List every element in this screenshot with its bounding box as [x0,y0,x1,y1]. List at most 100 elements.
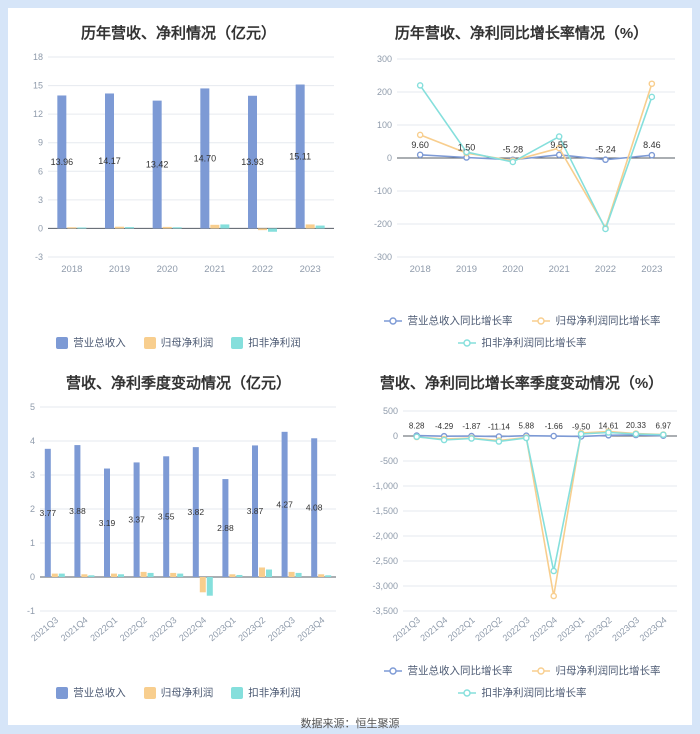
svg-text:5.88: 5.88 [518,422,534,431]
legend-label: 营业总收入 [73,337,126,349]
svg-text:2020: 2020 [156,264,177,275]
svg-text:2023Q1: 2023Q1 [555,615,586,643]
svg-text:20.33: 20.33 [625,421,646,430]
legend-label: 营业总收入同比增长率 [407,665,513,677]
svg-text:2022Q2: 2022Q2 [473,615,504,643]
svg-text:2021Q3: 2021Q3 [29,615,60,643]
quarterly-growth-title: 营收、净利同比增长率季度变动情况（%） [379,375,664,392]
legend-line-marker-icon [531,316,550,325]
bar-series-0 [56,84,305,229]
svg-text:2020: 2020 [502,264,523,275]
svg-text:3.55: 3.55 [157,512,174,522]
bar-series-0 [44,431,317,577]
legend-swatch-icon [56,686,69,699]
svg-text:9.55: 9.55 [550,140,568,150]
svg-text:2023Q2: 2023Q2 [236,615,267,643]
bar-series-1 [66,224,315,231]
legend-label: 扣非净利润同比增长率 [481,337,587,349]
charts-grid: 历年营收、净利情况（亿元） -3 0 3 6 9 12 15 18 2018 2019 2020 20… [10,12,690,712]
svg-text:4.08: 4.08 [305,503,322,513]
legend-item: 归母净利润 [143,685,214,700]
legend-label: 归母净利润 [160,687,214,699]
svg-text:6: 6 [37,166,42,176]
legend-item: 扣非净利润 [231,335,301,350]
svg-text:-3,500: -3,500 [372,606,398,616]
quarterly-growth-legend: 营业总收入同比增长率 归母净利润同比增长率扣非净利润同比增长率 [369,663,674,700]
legend-item: 归母净利润同比增长率 [531,663,661,678]
annual-amounts-legend: 营业总收入 归母净利润 扣非净利润 [56,335,301,350]
svg-text:2023Q1: 2023Q1 [206,615,237,643]
svg-text:3: 3 [37,195,42,205]
svg-text:13.93: 13.93 [241,157,264,167]
svg-text:2: 2 [29,504,34,514]
svg-text:-300: -300 [373,252,391,262]
svg-text:-500: -500 [379,456,397,466]
legend-item: 归母净利润 [143,335,213,350]
legend-label: 扣非净利润同比增长率 [481,687,587,699]
panel-quarterly-amounts: 营收、净利季度变动情况（亿元） -1 0 1 2 3 4 5 2021Q3 2021Q4 2022… [10,362,347,712]
annual-growth-title: 历年营收、净利同比增长率情况（%） [394,25,649,42]
svg-text:2019: 2019 [455,264,476,275]
svg-text:-5.28: -5.28 [502,145,523,155]
legend-label: 扣非净利润 [248,687,301,699]
legend-item: 营业总收入同比增长率 [383,313,513,328]
legend-swatch-icon [231,336,244,349]
svg-text:4: 4 [29,436,34,446]
svg-text:2023: 2023 [641,264,662,275]
svg-text:4.27: 4.27 [276,499,293,509]
svg-text:3.82: 3.82 [187,507,204,517]
legend-label: 营业总收入 [73,687,126,699]
svg-text:15.11: 15.11 [289,151,311,161]
svg-text:2021Q4: 2021Q4 [418,615,449,643]
legend-line-marker-icon [457,688,476,697]
svg-text:15: 15 [32,81,42,91]
legend-label: 归母净利润同比增长率 [555,665,661,677]
legend-swatch-icon [143,336,156,349]
svg-text:12: 12 [32,109,42,119]
svg-text:2022Q2: 2022Q2 [117,615,148,643]
svg-text:-1,500: -1,500 [372,506,398,516]
y-axis-grid: -3 0 3 6 9 12 15 18 [32,52,334,262]
svg-text:2023Q4: 2023Q4 [637,615,668,643]
svg-text:3.77: 3.77 [39,508,56,518]
x-axis-labels: 2021Q32021Q42022Q12022Q22022Q32022Q42023… [29,615,326,643]
svg-text:3.37: 3.37 [128,515,145,525]
svg-text:0: 0 [37,223,42,233]
legend-line-marker-icon [457,338,476,347]
svg-text:8.46: 8.46 [643,140,661,150]
svg-text:2022Q3: 2022Q3 [500,615,531,643]
svg-text:1: 1 [29,538,34,548]
svg-text:-1.87: -1.87 [462,422,481,431]
svg-text:2023: 2023 [299,264,320,275]
svg-text:300: 300 [376,54,391,64]
svg-text:2021Q4: 2021Q4 [58,615,89,643]
legend-swatch-icon [56,336,69,349]
svg-text:2021: 2021 [204,264,225,275]
quarterly-growth-line-chart: -3,500 -3,000 -2,500 -2,000 -1,500 -1,000 -500… [372,406,677,643]
svg-text:100: 100 [376,120,391,130]
svg-text:13.96: 13.96 [50,157,73,167]
data-source-note: 数据来源：恒生聚源 [300,718,400,730]
panel-annual-amounts: 历年营收、净利情况（亿元） -3 0 3 6 9 12 15 18 2018 2019 2020 20… [10,12,347,362]
bar-series-2 [76,224,325,232]
svg-text:2019: 2019 [108,264,129,275]
legend-line-marker-icon [383,666,402,675]
svg-text:-3: -3 [34,252,42,262]
y-axis-grid: -3,500 -3,000 -2,500 -2,000 -1,500 -1,000 -500… [372,406,677,616]
svg-text:3.88: 3.88 [69,506,86,516]
legend-item: 营业总收入同比增长率 [383,663,513,678]
svg-text:200: 200 [376,87,391,97]
legend-label: 扣非净利润 [248,337,301,349]
y-axis-grid: -300 -200 -100 0 100 200 300 [373,54,675,262]
svg-text:2023Q4: 2023Q4 [295,615,326,643]
line-series-2 [416,82,655,233]
svg-text:8.28: 8.28 [408,422,424,431]
svg-text:-2,500: -2,500 [372,556,398,566]
annual-amounts-title: 历年营收、净利情况（亿元） [80,25,276,42]
legend-line-marker-icon [383,316,402,325]
svg-text:-1,000: -1,000 [372,481,398,491]
svg-text:2022Q1: 2022Q1 [445,615,476,643]
svg-text:2021: 2021 [548,264,569,275]
svg-text:2023Q2: 2023Q2 [582,615,613,643]
svg-text:3: 3 [29,470,34,480]
